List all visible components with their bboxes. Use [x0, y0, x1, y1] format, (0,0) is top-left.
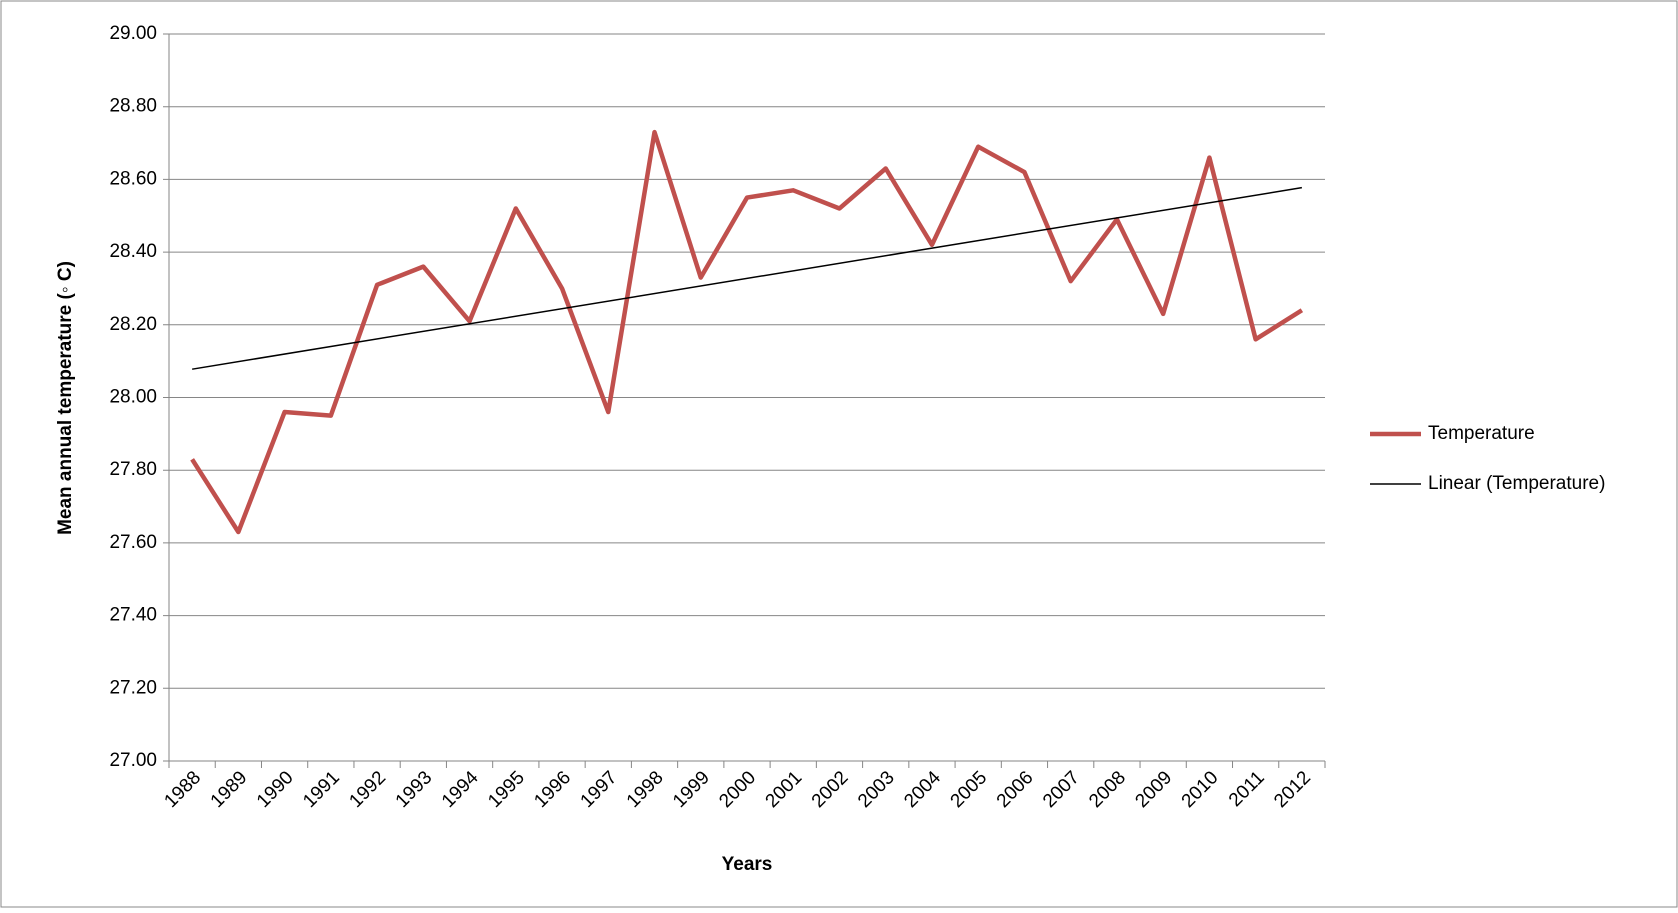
x-axis-label: Years [722, 854, 773, 875]
y-tick-label: 27.80 [109, 459, 157, 480]
y-tick-label: 27.00 [109, 750, 157, 771]
trend-line [191, 186, 1303, 370]
y-tick-label: 27.60 [109, 532, 157, 553]
data-line [190, 129, 1304, 535]
y-tick-label: 27.20 [109, 677, 157, 698]
y-axis-label: Mean annual temperature (◦ C) [55, 261, 76, 535]
y-tick-label: 29.00 [109, 23, 157, 44]
y-tick-label: 28.80 [109, 96, 157, 117]
y-tick-label: 28.00 [109, 387, 157, 408]
y-tick-label: 28.40 [109, 241, 157, 262]
y-tick-label: 28.60 [109, 168, 157, 189]
legend-label: Linear (Temperature) [1428, 473, 1605, 494]
y-tick-label: 28.20 [109, 314, 157, 335]
y-tick-label: 27.40 [109, 605, 157, 626]
legend-label: Temperature [1428, 423, 1535, 444]
